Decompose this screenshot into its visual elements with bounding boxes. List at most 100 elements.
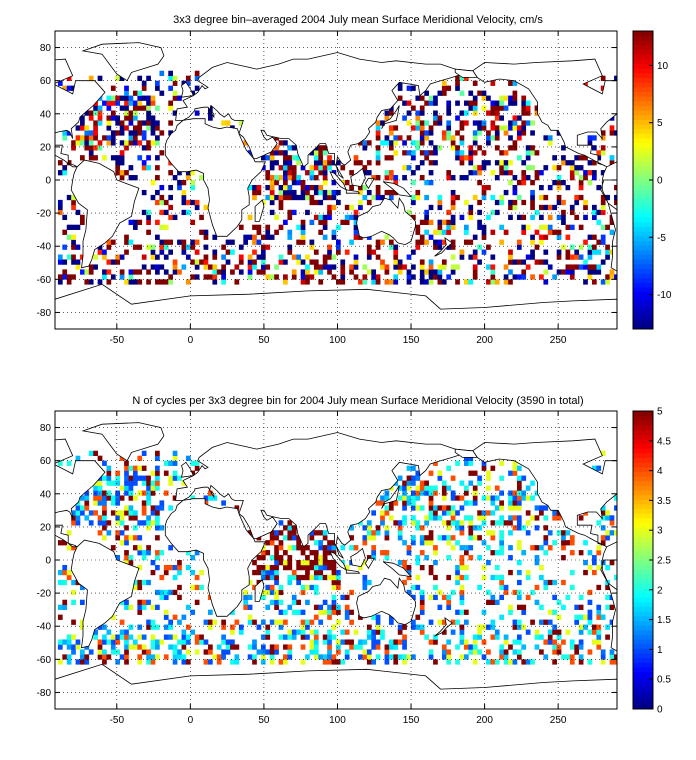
- bin-cell: [508, 490, 513, 496]
- bin-cell: [609, 125, 615, 131]
- bin-cell: [208, 609, 213, 615]
- bin-cell: [119, 140, 125, 146]
- bin-cell: [296, 535, 301, 541]
- bin-cell: [124, 115, 129, 121]
- bin-cell: [366, 170, 372, 176]
- bin-cell: [591, 204, 597, 211]
- bin-cell: [371, 510, 377, 516]
- bin-cell: [591, 244, 597, 250]
- bin-cell: [539, 274, 544, 280]
- bin-cell: [411, 140, 416, 146]
- colorbar-segment: [633, 583, 653, 589]
- bin-cell: [516, 579, 522, 586]
- bin-cell: [331, 545, 337, 551]
- bin-cell: [450, 589, 456, 596]
- bin-cell: [331, 594, 337, 601]
- bin-cell: [424, 214, 429, 221]
- bin-cell: [327, 644, 332, 650]
- bin-cell: [150, 510, 156, 516]
- bin-cell: [375, 130, 381, 136]
- bin-cell: [327, 249, 332, 255]
- bin-cell: [80, 619, 85, 625]
- bin-cell: [318, 269, 324, 275]
- bin-cell: [406, 274, 412, 280]
- bin-cell: [141, 555, 147, 561]
- bin-cell: [499, 160, 505, 166]
- bin-cell: [260, 659, 266, 665]
- bin-cell: [296, 180, 301, 186]
- bin-cell: [349, 184, 354, 191]
- bin-cell: [110, 100, 116, 106]
- bin-cell: [93, 125, 98, 131]
- bin-cell: [450, 264, 456, 270]
- bin-cell: [115, 480, 121, 486]
- bin-cell: [406, 100, 412, 106]
- bin-cell: [185, 604, 191, 610]
- bin-cell: [124, 629, 129, 635]
- colorbar-segment: [633, 147, 653, 153]
- bin-cell: [221, 639, 226, 645]
- bin-cell: [472, 639, 478, 645]
- bin-cell: [503, 160, 509, 166]
- bin-cell: [300, 564, 306, 571]
- bin-cell: [450, 515, 456, 521]
- bin-cell: [512, 80, 518, 86]
- bin-cell: [318, 555, 324, 561]
- bin-cell: [419, 120, 425, 126]
- bin-cell: [614, 659, 617, 665]
- bin-cell: [463, 455, 469, 461]
- bin-cell: [247, 214, 253, 221]
- bin-cell: [137, 95, 143, 101]
- bin-cell: [141, 480, 147, 486]
- bin-cell: [265, 584, 271, 591]
- bin-cell: [313, 199, 319, 206]
- bin-cell: [110, 155, 116, 161]
- bin-cell: [358, 279, 363, 285]
- colorbar-segment: [633, 217, 653, 223]
- bin-cell: [106, 629, 112, 635]
- bin-cell: [605, 530, 610, 536]
- bin-cell: [159, 184, 165, 191]
- bin-cell: [499, 199, 505, 206]
- bin-cell: [84, 659, 90, 665]
- colorbar-segment: [633, 128, 653, 134]
- bin-cell: [450, 545, 456, 551]
- colorbar-segment: [633, 518, 653, 524]
- bin-cell: [600, 135, 606, 141]
- bin-cell: [402, 634, 407, 640]
- bin-cell: [353, 629, 359, 635]
- bin-cell: [406, 495, 412, 501]
- bin-cell: [159, 244, 165, 250]
- bin-cell: [274, 574, 279, 581]
- bin-cell: [199, 584, 204, 591]
- bin-cell: [309, 560, 315, 566]
- bin-cell: [137, 75, 143, 81]
- bin-cell: [516, 525, 522, 531]
- bin-cell: [600, 659, 606, 665]
- bin-cell: [481, 515, 487, 521]
- bin-cell: [574, 155, 580, 161]
- bin-cell: [128, 279, 134, 285]
- bin-cell: [569, 165, 575, 171]
- bin-cell: [168, 460, 173, 466]
- bin-cell: [57, 274, 63, 280]
- bin-cell: [565, 654, 571, 660]
- bin-cell: [600, 505, 606, 511]
- bin-cell: [146, 75, 151, 81]
- bin-cell: [238, 224, 244, 230]
- bin-cell: [380, 194, 385, 201]
- bin-cell: [168, 204, 173, 211]
- bin-cell: [428, 264, 434, 270]
- bin-cell: [177, 619, 182, 625]
- bin-cell: [450, 254, 456, 260]
- bin-cell: [565, 540, 571, 546]
- bin-cell: [450, 495, 456, 501]
- bin-cell: [424, 515, 429, 521]
- bin-cell: [119, 629, 125, 635]
- bin-cell: [428, 160, 434, 166]
- bin-cell: [252, 234, 257, 240]
- bin-cell: [455, 150, 460, 156]
- bin-cell: [132, 545, 138, 551]
- colorbar-segment: [633, 415, 653, 421]
